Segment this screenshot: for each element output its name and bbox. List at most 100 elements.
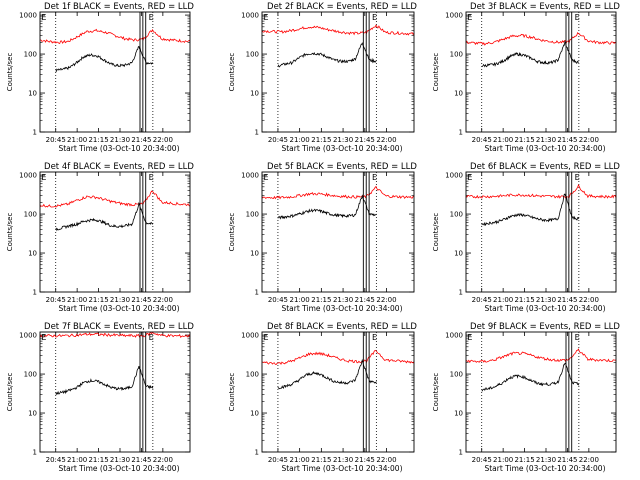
plot-frame xyxy=(39,11,191,133)
y-tick-label: 100 xyxy=(246,211,259,219)
y-tick-label: 100 xyxy=(450,211,463,219)
x-tick-label: 21:15 xyxy=(88,456,108,464)
lld-series-line xyxy=(465,184,617,199)
plot-frame xyxy=(465,331,617,453)
x-tick-label: 21:45 xyxy=(355,296,375,304)
detector-panel: Det 7f BLACK = Events, RED = LLD Counts/s… xyxy=(6,322,194,473)
x-tick-label: 20:45 xyxy=(268,136,288,144)
x-tick-label: 20:45 xyxy=(472,456,492,464)
y-tick-label: 10 xyxy=(250,250,259,258)
marker-label: E xyxy=(467,13,472,22)
lld-series-line xyxy=(39,190,191,208)
y-tick-label: 1 xyxy=(459,129,463,137)
panel-title: Det 6f BLACK = Events, RED = LLD xyxy=(470,162,620,172)
marker-label: E xyxy=(372,13,377,22)
x-tick-label: 22:00 xyxy=(376,136,396,144)
x-tick-label: 21:00 xyxy=(67,136,87,144)
x-tick-label: 20:45 xyxy=(472,296,492,304)
y-tick-label: 1000 xyxy=(445,12,463,20)
panel-title: Det 9f BLACK = Events, RED = LLD xyxy=(470,322,620,332)
plot-frame xyxy=(261,331,415,453)
detector-panel: Det 9f BLACK = Events, RED = LLD Counts/s… xyxy=(432,322,620,473)
events-series-line xyxy=(481,40,579,68)
x-tick-label: 21:30 xyxy=(333,296,353,304)
events-series-line xyxy=(481,193,580,227)
x-tick-label: 22:00 xyxy=(376,456,396,464)
x-tick-label: 21:00 xyxy=(493,456,513,464)
marker-label: E xyxy=(41,173,46,182)
x-tick-label: 21:15 xyxy=(311,296,331,304)
x-tick-label: 21:00 xyxy=(290,296,310,304)
marker-label: E xyxy=(575,13,580,22)
x-tick-label: 21:45 xyxy=(557,296,577,304)
x-tick-label: 21:30 xyxy=(333,136,353,144)
x-axis-label: Start Time (03-Oct-10 20:34:00) xyxy=(281,304,402,313)
y-tick-label: 1 xyxy=(459,449,463,457)
x-tick-label: 21:45 xyxy=(557,136,577,144)
x-tick-label: 21:00 xyxy=(67,296,87,304)
y-axis-label: Counts/sec xyxy=(6,53,14,92)
x-tick-label: 21:45 xyxy=(131,296,151,304)
y-axis-label: Counts/sec xyxy=(432,213,440,252)
y-tick-label: 1000 xyxy=(19,332,37,340)
x-tick-label: 21:15 xyxy=(514,296,534,304)
y-tick-label: 1000 xyxy=(19,12,37,20)
x-axis-label: Start Time (03-Oct-10 20:34:00) xyxy=(58,144,179,153)
marker-label: E xyxy=(149,333,154,342)
lld-series-line xyxy=(261,185,415,200)
lld-series-line xyxy=(465,31,617,46)
x-axis-label: Start Time (03-Oct-10 20:34:00) xyxy=(484,464,605,473)
x-axis-label: Start Time (03-Oct-10 20:34:00) xyxy=(281,144,402,153)
y-axis-label: Counts/sec xyxy=(432,373,440,412)
marker-label: E xyxy=(575,333,580,342)
y-tick-label: 100 xyxy=(24,51,37,59)
x-tick-label: 21:30 xyxy=(110,456,130,464)
y-tick-label: 10 xyxy=(28,410,37,418)
y-tick-label: 100 xyxy=(24,211,37,219)
detector-panel: Det 6f BLACK = Events, RED = LLD Counts/s… xyxy=(432,162,620,313)
y-axis-label: Counts/sec xyxy=(228,53,236,92)
detector-panel: Det 1f BLACK = Events, RED = LLD Counts/s… xyxy=(6,2,194,153)
marker-label: E xyxy=(372,173,377,182)
x-tick-label: 21:45 xyxy=(557,456,577,464)
y-tick-label: 1 xyxy=(459,289,463,297)
x-tick-label: 21:30 xyxy=(110,136,130,144)
x-tick-label: 20:45 xyxy=(46,456,66,464)
x-tick-label: 22:00 xyxy=(153,136,173,144)
x-tick-label: 22:00 xyxy=(153,456,173,464)
y-tick-label: 1000 xyxy=(19,172,37,180)
marker-label: E xyxy=(467,333,472,342)
y-axis-label: Counts/sec xyxy=(228,373,236,412)
panel-title: Det 3f BLACK = Events, RED = LLD xyxy=(470,2,620,12)
y-tick-label: 1000 xyxy=(445,172,463,180)
y-axis-label: Counts/sec xyxy=(228,213,236,252)
x-tick-label: 22:00 xyxy=(579,136,599,144)
x-axis-label: Start Time (03-Oct-10 20:34:00) xyxy=(281,464,402,473)
x-tick-label: 21:15 xyxy=(514,136,534,144)
y-tick-label: 1000 xyxy=(241,332,259,340)
marker-label: E xyxy=(149,13,154,22)
y-tick-label: 10 xyxy=(454,90,463,98)
x-tick-label: 20:45 xyxy=(472,136,492,144)
events-series-line xyxy=(55,201,153,232)
marker-label: E xyxy=(263,13,268,22)
panel-title: Det 1f BLACK = Events, RED = LLD xyxy=(44,2,194,12)
y-tick-label: 1 xyxy=(33,129,37,137)
y-tick-label: 10 xyxy=(28,90,37,98)
plot-frame xyxy=(261,171,415,293)
marker-label: E xyxy=(41,13,46,22)
x-tick-label: 21:15 xyxy=(88,136,108,144)
lld-series-line xyxy=(39,331,191,338)
y-tick-label: 1 xyxy=(255,449,259,457)
x-tick-label: 21:30 xyxy=(536,296,556,304)
y-tick-label: 1 xyxy=(33,449,37,457)
x-tick-label: 21:00 xyxy=(493,296,513,304)
x-tick-label: 21:15 xyxy=(311,456,331,464)
y-tick-label: 100 xyxy=(24,371,37,379)
y-tick-label: 100 xyxy=(246,371,259,379)
x-tick-label: 21:15 xyxy=(311,136,331,144)
y-tick-label: 1 xyxy=(255,129,259,137)
x-tick-label: 21:45 xyxy=(355,456,375,464)
events-series-line xyxy=(277,194,377,220)
